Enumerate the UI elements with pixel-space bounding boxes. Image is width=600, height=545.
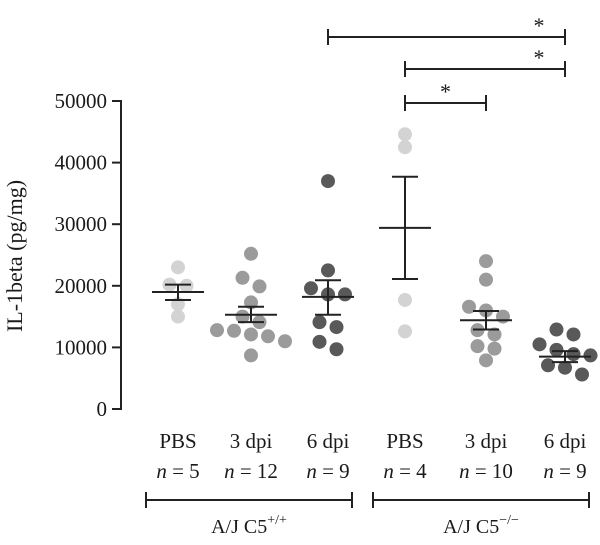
data-point (171, 260, 185, 275)
significance-star: * (440, 79, 451, 104)
data-point (558, 360, 572, 375)
sample-size-label: n = 10 (459, 459, 513, 483)
data-point (329, 342, 344, 357)
data-point (549, 342, 564, 357)
data-point (244, 348, 258, 363)
category-label: PBS (159, 429, 196, 453)
data-point (312, 334, 327, 349)
data-point (227, 323, 241, 338)
data-point (487, 341, 502, 356)
y-axis-label: IL-1beta (pg/mg) (2, 180, 27, 332)
data-point (321, 174, 335, 189)
category-label: 3 dpi (230, 429, 273, 453)
category-label: 3 dpi (465, 429, 508, 453)
group-brackets: A/J C5+/+ A/J C5−/− (145, 492, 590, 538)
data-point (398, 140, 412, 155)
sample-size-label: n = 9 (306, 459, 349, 483)
data-point (235, 270, 250, 285)
y-tick-label: 20000 (55, 274, 108, 298)
data-point (179, 278, 194, 293)
data-point (462, 299, 476, 314)
data-point (398, 127, 412, 142)
sample-size-label: n = 4 (383, 459, 427, 483)
significance-brackets: * * * (327, 13, 566, 111)
sample-size-label: n = 5 (156, 459, 199, 483)
data-point (252, 279, 267, 294)
y-tick-label: 30000 (55, 212, 108, 236)
data-point (244, 327, 258, 342)
data-point (549, 322, 564, 337)
data-point (479, 353, 493, 368)
significance-star: * (534, 45, 545, 70)
data-point (338, 287, 352, 302)
data-point (304, 281, 318, 296)
data-point (312, 315, 327, 330)
category-label: 6 dpi (544, 429, 587, 453)
x-axis-labels: PBS n = 5 3 dpi n = 12 6 dpi n = 9 PBS n = 4 3 d… (156, 429, 586, 483)
data-point (398, 292, 412, 307)
y-tick-label: 0 (97, 397, 108, 421)
data-points (162, 127, 598, 382)
category-label: 6 dpi (307, 429, 350, 453)
y-tick-label: 10000 (55, 335, 108, 359)
data-point (532, 337, 547, 352)
data-point (487, 327, 502, 342)
data-point (479, 272, 493, 287)
data-point (541, 358, 555, 373)
data-point (575, 367, 589, 382)
data-point (470, 339, 485, 354)
data-point (398, 324, 412, 339)
data-point (329, 320, 344, 335)
data-point (235, 309, 250, 324)
data-point (210, 323, 224, 338)
data-point (321, 263, 335, 278)
data-point (261, 329, 275, 344)
category-label: PBS (386, 429, 423, 453)
data-point (479, 254, 493, 269)
data-point (171, 309, 185, 324)
data-point (566, 347, 581, 362)
sample-size-label: n = 9 (543, 459, 586, 483)
data-point (278, 334, 292, 349)
y-tick-label: 40000 (55, 151, 108, 175)
group-label: A/J C5+/+ (211, 513, 287, 538)
mean-sem-bars (152, 175, 591, 364)
data-point (244, 246, 258, 261)
y-tick-label: 50000 (55, 89, 108, 113)
significance-star: * (534, 13, 545, 38)
group-label: A/J C5−/− (443, 513, 519, 538)
data-point (566, 327, 581, 342)
data-point (583, 348, 598, 363)
axes: 0 10000 20000 30000 40000 50000 (55, 89, 122, 421)
sample-size-label: n = 12 (224, 459, 278, 483)
